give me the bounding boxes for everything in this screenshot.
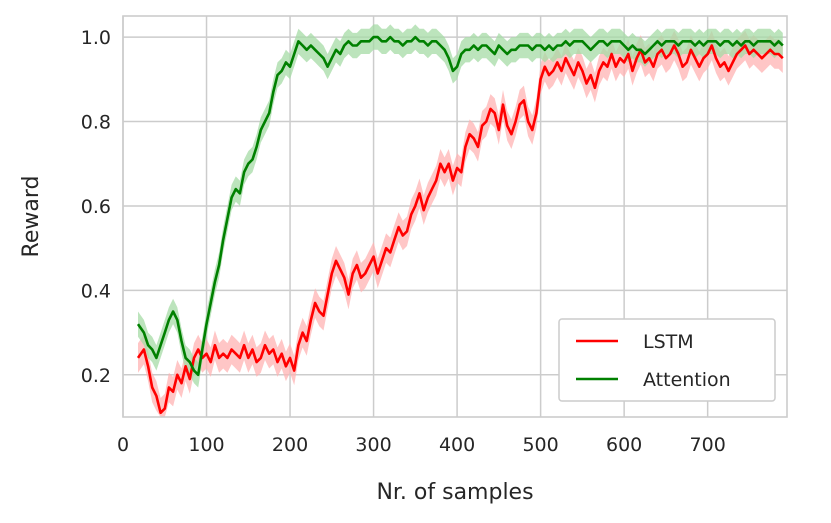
x-tick-labels: 0 100 200 300 400 500 600 700 <box>117 434 726 456</box>
x-tick-label-100: 100 <box>188 434 224 456</box>
y-tick-label-1: 0.4 <box>81 280 111 302</box>
x-axis-label: Nr. of samples <box>376 480 533 505</box>
grid-lines <box>122 16 787 417</box>
legend-label-lstm: LSTM <box>643 331 694 353</box>
series-line-attention <box>136 35 784 377</box>
legend: LSTM Attention <box>558 318 776 402</box>
band-lstm <box>138 30 783 418</box>
series-line-lstm <box>136 44 784 415</box>
legend-label-attention: Attention <box>643 369 731 391</box>
y-tick-label-3: 0.8 <box>81 112 111 134</box>
legend-box <box>558 318 776 402</box>
y-tick-label-2: 0.6 <box>81 196 111 218</box>
x-tick-label-400: 400 <box>439 434 475 456</box>
y-tick-label-0: 0.2 <box>81 365 111 387</box>
x-tick-label-200: 200 <box>272 434 308 456</box>
x-tick-label-300: 300 <box>355 434 391 456</box>
x-tick-label-700: 700 <box>690 434 726 456</box>
x-tick-label-600: 600 <box>606 434 642 456</box>
plot-frame <box>122 15 788 418</box>
x-tick-label-0: 0 <box>117 434 129 456</box>
x-tick-label-500: 500 <box>522 434 558 456</box>
series-lines <box>136 35 784 415</box>
y-tick-labels: 0.2 0.4 0.6 0.8 1.0 <box>81 27 111 387</box>
y-tick-label-4: 1.0 <box>81 27 111 49</box>
y-axis-label: Reward <box>19 176 44 258</box>
